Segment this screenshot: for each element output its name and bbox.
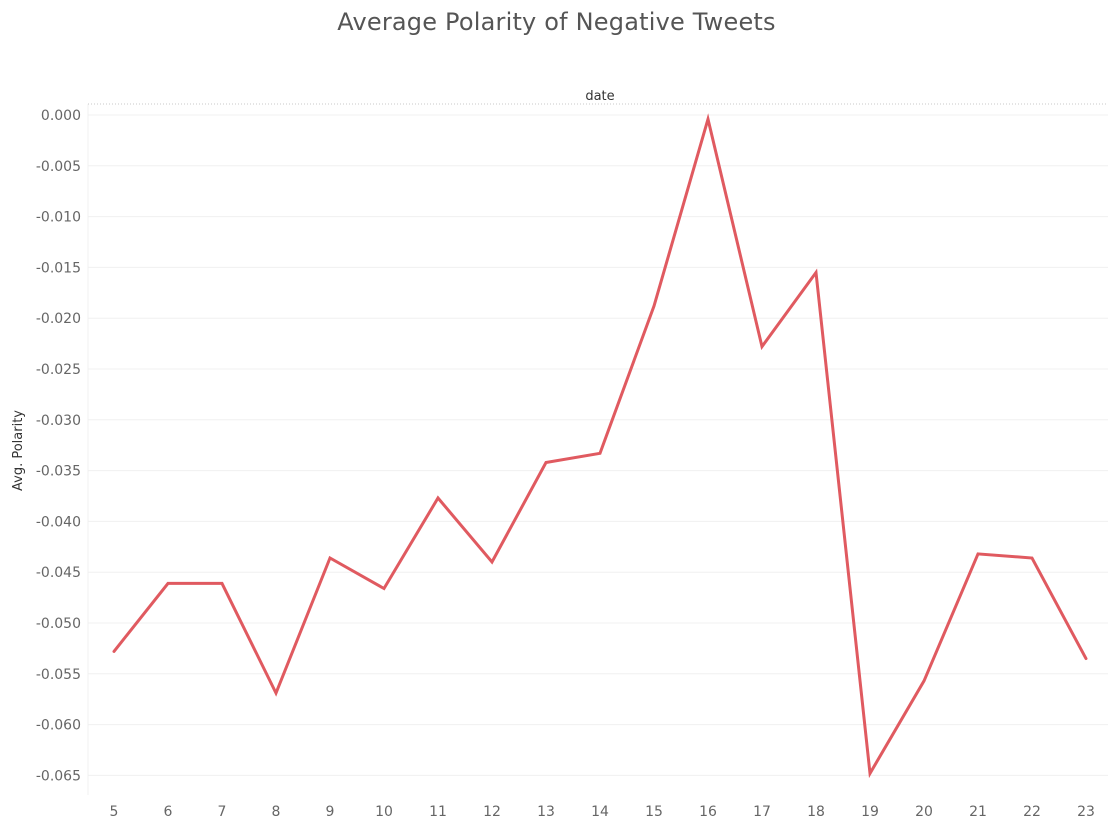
y-tick-label: -0.045	[36, 565, 81, 581]
x-tick-label: 21	[969, 804, 987, 820]
y-tick-label: -0.020	[36, 311, 81, 327]
x-tick-label: 12	[483, 804, 501, 820]
y-tick-label: -0.035	[36, 464, 81, 480]
y-axis-ticks: 0.000 -0.005 -0.010 -0.015 -0.020 -0.025 -0.03…	[36, 108, 81, 784]
x-tick-label: 14	[591, 804, 609, 820]
y-tick-label: -0.040	[36, 514, 81, 530]
x-tick-label: 16	[699, 804, 717, 820]
x-tick-label: 8	[272, 804, 281, 820]
x-tick-label: 13	[537, 804, 555, 820]
y-tick-label: 0.000	[41, 108, 81, 124]
x-tick-label: 15	[645, 804, 663, 820]
y-tick-label: -0.030	[36, 413, 81, 429]
y-tick-label: -0.060	[36, 718, 81, 734]
y-tick-label: -0.050	[36, 616, 81, 632]
x-tick-label: 9	[326, 804, 335, 820]
x-tick-label: 19	[861, 804, 879, 820]
y-tick-label: -0.015	[36, 260, 81, 276]
y-tick-label: -0.065	[36, 768, 81, 784]
series-line	[112, 113, 1088, 779]
chart-title: Average Polarity of Negative Tweets	[337, 8, 776, 36]
gridlines	[87, 104, 1108, 795]
y-tick-label: -0.005	[36, 159, 81, 175]
x-tick-label: 18	[807, 804, 825, 820]
x-axis-title: date	[585, 89, 614, 104]
x-tick-label: 22	[1023, 804, 1041, 820]
x-tick-label: 7	[218, 804, 227, 820]
x-tick-label: 23	[1077, 804, 1095, 820]
y-tick-label: -0.010	[36, 210, 81, 226]
x-tick-label: 5	[110, 804, 119, 820]
x-tick-label: 11	[429, 804, 447, 820]
y-tick-label: -0.055	[36, 667, 81, 683]
x-tick-label: 17	[753, 804, 771, 820]
x-tick-label: 6	[164, 804, 173, 820]
x-axis-ticks: 5 6 7 8 9 10 11 12 13 14 15 16 17 18 19 20 21 22 23	[110, 804, 1095, 820]
y-tick-label: -0.025	[36, 362, 81, 378]
y-axis-title: Avg. Polarity	[11, 410, 26, 491]
x-tick-label: 20	[915, 804, 933, 820]
x-tick-label: 10	[375, 804, 393, 820]
